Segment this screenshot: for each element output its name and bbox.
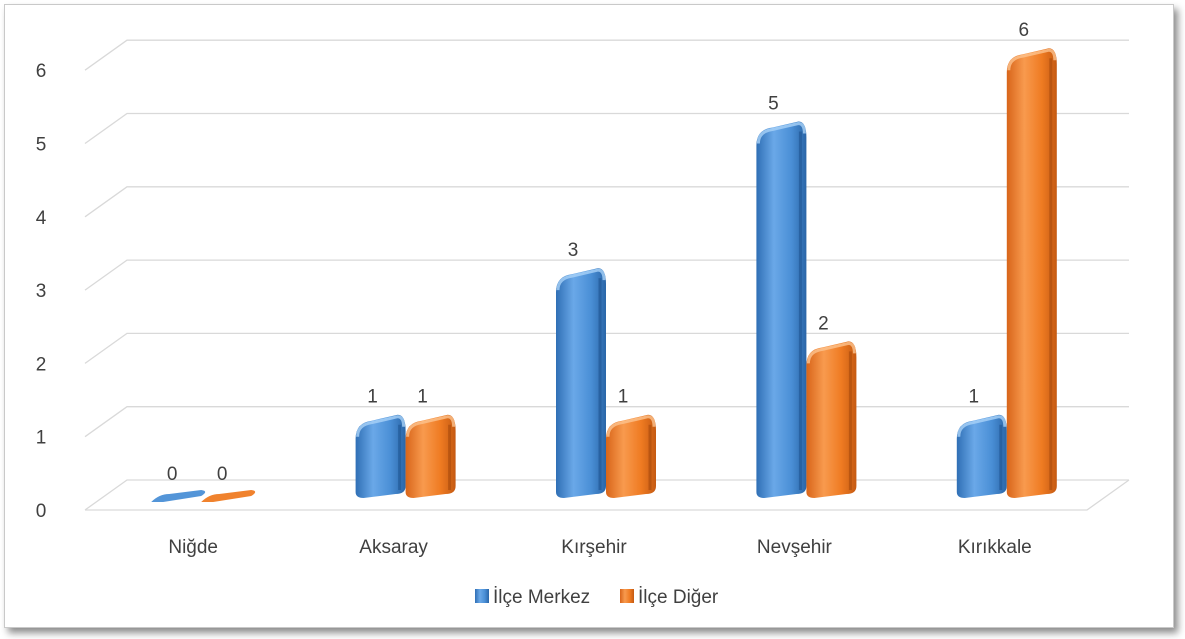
data-label: 5 (768, 94, 779, 115)
x-tick-label: Kırşehir (561, 537, 627, 558)
bar (151, 490, 206, 502)
y-axis: 0 1 2 3 4 5 6 (36, 61, 47, 522)
bar (606, 414, 656, 498)
gridline (84, 112, 1129, 145)
data-label: 0 (167, 464, 178, 485)
data-label: 1 (969, 387, 980, 408)
bar (806, 341, 857, 498)
gridline (84, 39, 1129, 71)
chart-frame: 0 1 2 3 4 5 6 Niğde Aksaray Kırşehir Nevşehir Kırı… (4, 4, 1174, 628)
gridline (84, 332, 1129, 364)
x-tick-label: Niğde (168, 537, 218, 558)
legend-label: İlçe Merkez (493, 587, 590, 608)
bar-chart: 0 1 2 3 4 5 6 Niğde Aksaray Kırşehir Nevşehir Kırı… (36, 20, 1130, 608)
bar (956, 414, 1007, 498)
legend: İlçe Merkez İlçe Diğer (475, 587, 719, 608)
y-tick-label: 3 (36, 281, 47, 302)
y-tick-label: 0 (36, 501, 47, 522)
bar (756, 121, 807, 498)
data-labels: 0 0 1 1 3 1 5 2 1 6 (167, 20, 1029, 485)
legend-swatch (620, 589, 634, 603)
y-tick-label: 4 (36, 208, 47, 229)
bar (405, 414, 456, 498)
bars (151, 48, 1057, 502)
bar (1006, 48, 1057, 498)
gridline (84, 186, 1129, 218)
x-axis: Niğde Aksaray Kırşehir Nevşehir Kırıkkale (168, 537, 1031, 558)
data-label: 3 (568, 240, 579, 261)
y-tick-label: 1 (36, 428, 47, 449)
x-tick-label: Aksaray (359, 537, 428, 558)
bar (201, 490, 256, 502)
gridlines (84, 39, 1130, 511)
data-label: 6 (1019, 20, 1030, 41)
bar (355, 414, 406, 498)
y-tick-label: 6 (36, 61, 47, 82)
data-label: 1 (618, 387, 629, 408)
legend-label: İlçe Diğer (638, 587, 719, 608)
floor-edge (85, 479, 1130, 511)
bar (556, 268, 606, 498)
legend-item: İlçe Merkez (475, 587, 590, 608)
data-label: 1 (367, 387, 378, 408)
gridline (84, 259, 1129, 291)
data-label: 1 (417, 387, 428, 408)
x-tick-label: Nevşehir (757, 537, 833, 558)
data-label: 0 (217, 464, 228, 485)
legend-item: İlçe Diğer (620, 587, 719, 608)
y-tick-label: 5 (36, 135, 47, 156)
x-tick-label: Kırıkkale (958, 537, 1032, 558)
legend-swatch (475, 589, 489, 603)
data-label: 2 (818, 313, 829, 334)
y-tick-label: 2 (36, 354, 47, 375)
